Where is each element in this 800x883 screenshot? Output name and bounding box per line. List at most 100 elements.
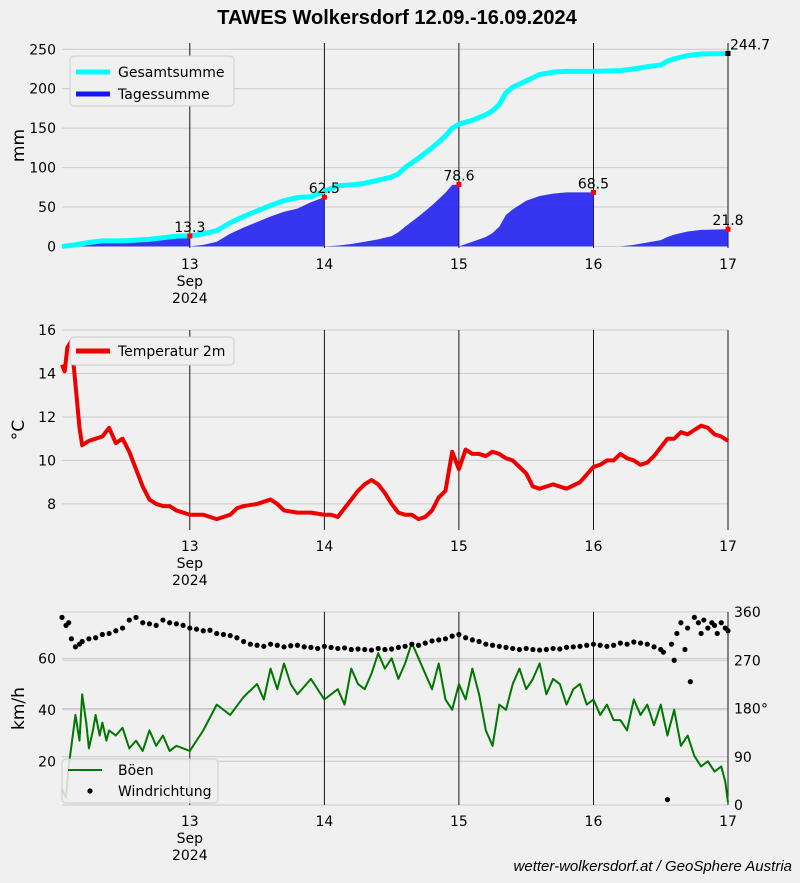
credit-text: wetter-wolkersdorf.at / GeoSphere Austri… xyxy=(514,858,792,875)
windrichtung-point xyxy=(375,645,381,652)
windrichtung-point xyxy=(220,631,227,638)
windrichtung-point xyxy=(362,646,368,653)
y-axis-label: mm xyxy=(9,129,29,162)
y-tick-label: 40 xyxy=(38,703,56,719)
windrichtung-point xyxy=(200,628,206,634)
windrichtung-point xyxy=(207,627,213,633)
y-tick-label: 60 xyxy=(38,651,56,667)
windrichtung-point xyxy=(469,637,475,643)
windrichtung-point xyxy=(335,645,341,652)
x-tick-label: 14 xyxy=(315,814,333,830)
windrichtung-point xyxy=(409,641,415,647)
windrichtung-point xyxy=(516,646,523,653)
windrichtung-point xyxy=(133,614,139,620)
windrichtung-point xyxy=(624,641,630,647)
y-tick-label: 16 xyxy=(38,323,56,339)
windrichtung-point xyxy=(395,644,401,650)
legend-label-boeen: Böen xyxy=(118,763,154,779)
y-tick-label: 8 xyxy=(47,497,56,513)
windrichtung-point xyxy=(187,625,193,631)
windrichtung-point xyxy=(718,620,724,626)
annotation-marker xyxy=(590,189,596,195)
x-tick-label: Sep xyxy=(177,831,204,847)
windrichtung-point xyxy=(341,645,348,651)
windrichtung-point xyxy=(288,643,294,649)
temperatur-line xyxy=(60,338,730,522)
windrichtung-point xyxy=(261,643,267,649)
windrichtung-point xyxy=(368,647,375,653)
windrichtung-point xyxy=(668,641,675,647)
windrichtung-point xyxy=(422,640,428,646)
gesamtsumme-line xyxy=(61,50,729,249)
x-tick-label: 15 xyxy=(450,539,468,555)
windrichtung-point xyxy=(489,642,496,648)
windrichtung-point xyxy=(402,643,408,649)
windrichtung-point xyxy=(664,797,671,803)
windrichtung-point xyxy=(510,645,516,652)
y-tick-label: 250 xyxy=(29,42,56,58)
windrichtung-point xyxy=(523,645,529,652)
windrichtung-point xyxy=(537,647,543,653)
legend: Gesamtsumme Tagessumme xyxy=(69,55,235,107)
windrichtung-point xyxy=(267,641,274,647)
windrichtung-point xyxy=(691,614,697,620)
annotation-label: 244.7 xyxy=(730,37,770,53)
windrichtung-point xyxy=(106,630,112,637)
windrichtung-point xyxy=(701,617,707,623)
windrichtung-point xyxy=(584,642,590,648)
tagessumme-area xyxy=(458,192,594,247)
windrichtung-point xyxy=(301,644,307,650)
windrichtung-point xyxy=(660,649,667,655)
windrichtung-point xyxy=(415,642,422,648)
windrichtung-point xyxy=(321,643,327,649)
windrichtung-point xyxy=(449,633,455,639)
windrichtung-point xyxy=(140,620,146,626)
x-tick-label: 14 xyxy=(315,539,333,555)
windrichtung-point xyxy=(294,642,301,648)
y-tick-label: 20 xyxy=(38,754,56,770)
windrichtung-point xyxy=(631,639,637,645)
windrichtung-point xyxy=(695,620,702,626)
annotation-label: 68.5 xyxy=(578,176,609,192)
y-tick-label: 100 xyxy=(29,161,56,177)
windrichtung-point xyxy=(160,617,166,623)
windrichtung-point xyxy=(577,643,583,649)
windrichtung-point xyxy=(68,636,75,642)
windrichtung-point xyxy=(315,645,321,652)
tagessumme-area xyxy=(324,184,459,247)
boeen-line xyxy=(61,641,729,803)
y2-tick-label: 360 xyxy=(734,605,761,621)
windrichtung-point xyxy=(678,620,684,626)
x-tick-label: 17 xyxy=(719,814,737,830)
windrichtung-point xyxy=(146,621,153,627)
windrichtung-point xyxy=(617,640,623,646)
chart-title: TAWES Wolkersdorf 12.09.-16.09.2024 xyxy=(217,7,577,29)
tagessumme-area xyxy=(189,197,325,247)
x-tick-label: 13 xyxy=(181,539,199,555)
windrichtung-point xyxy=(611,642,617,648)
windrichtung-point xyxy=(557,646,563,652)
windrichtung-point xyxy=(254,642,260,648)
windrichtung-point xyxy=(167,620,173,626)
windrichtung-point xyxy=(671,657,677,663)
x-tick-label: 15 xyxy=(450,257,468,273)
windrichtung-point xyxy=(496,643,502,649)
y-tick-label: 50 xyxy=(38,200,56,216)
windrichtung-point xyxy=(530,646,536,653)
windrichtung-point xyxy=(153,622,159,629)
legend-label-temperatur: Temperatur 2m xyxy=(117,344,225,360)
y-tick-label: 150 xyxy=(29,121,56,137)
annotation-marker xyxy=(725,226,731,232)
windrichtung-point xyxy=(685,625,691,631)
windrichtung-point xyxy=(442,636,449,642)
x-tick-label: 16 xyxy=(585,257,603,273)
windrichtung-point xyxy=(274,642,280,648)
windrichtung-point xyxy=(687,679,693,685)
x-tick-label: 2024 xyxy=(172,573,208,589)
y-tick-label: 10 xyxy=(38,453,56,469)
tagessumme-area xyxy=(593,229,728,247)
legend: Böen Windrichtung xyxy=(61,758,219,804)
windrichtung-point xyxy=(714,630,720,637)
